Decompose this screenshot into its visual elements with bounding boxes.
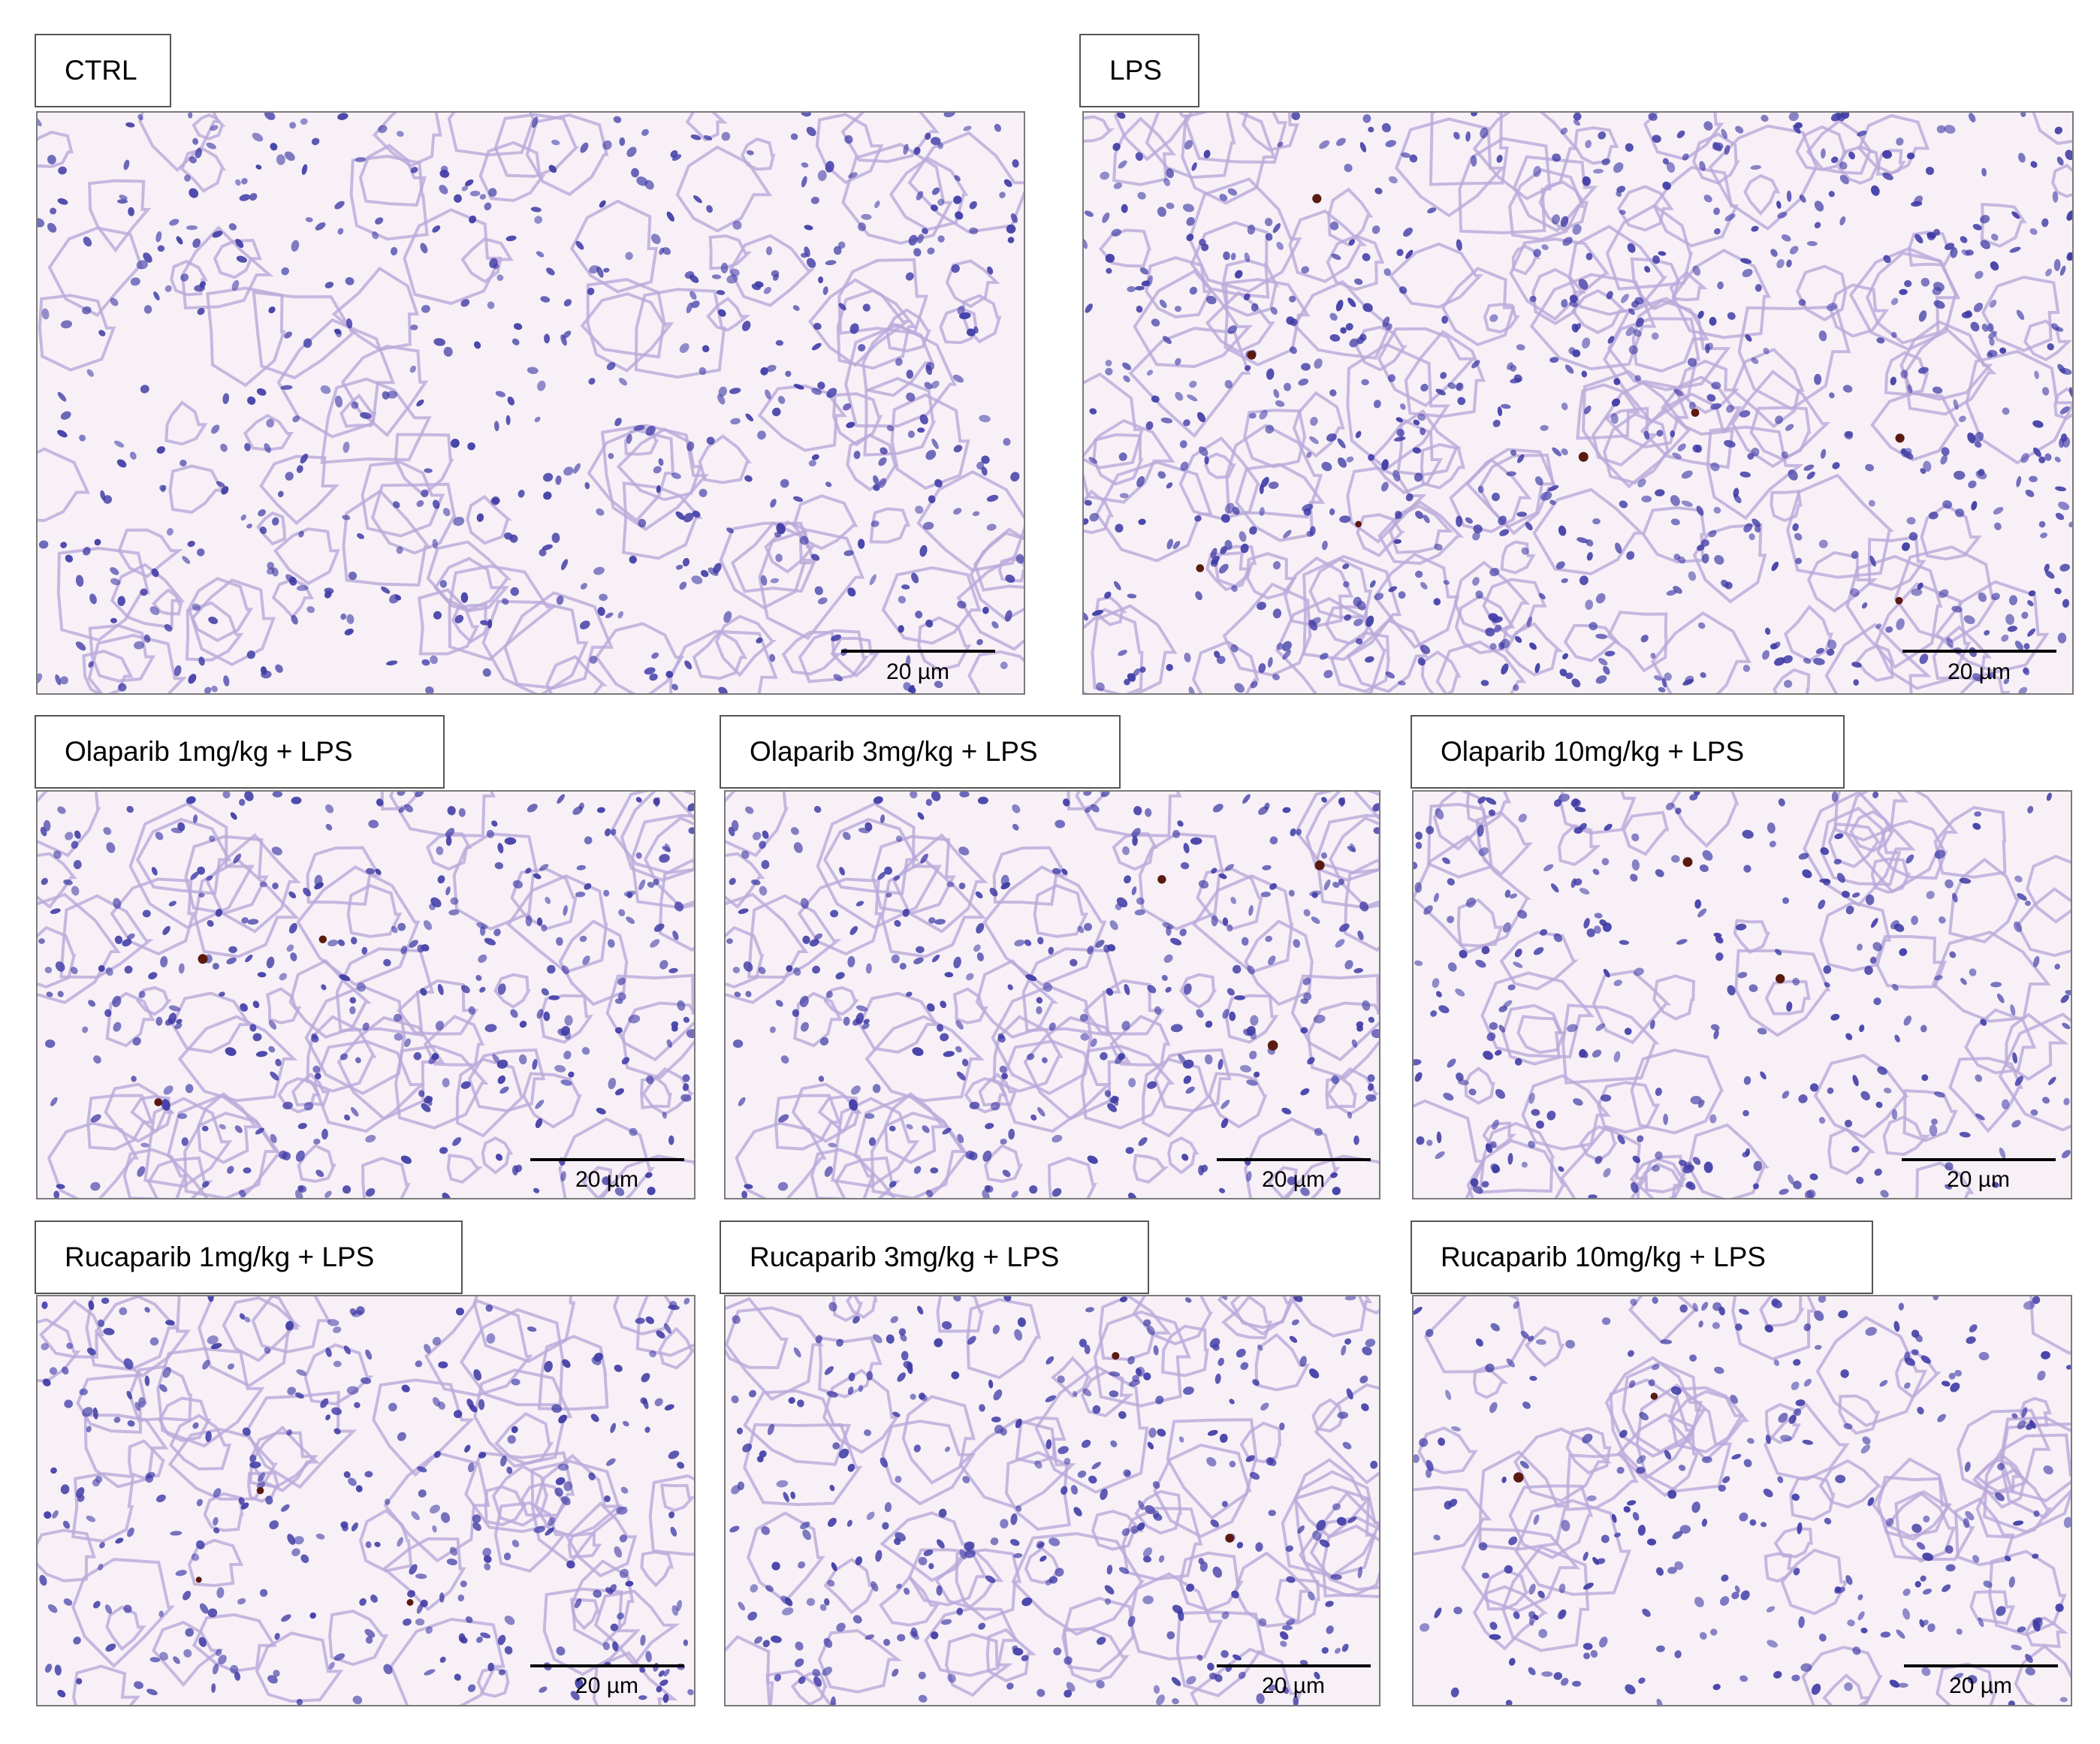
tissue-texture bbox=[1414, 1296, 2071, 1705]
scale-bar bbox=[1902, 1158, 2056, 1161]
panel-label-olaparib-3: Olaparib 3mg/kg + LPS bbox=[720, 715, 1121, 789]
scale-bar bbox=[530, 1158, 684, 1161]
tissue-texture bbox=[38, 792, 694, 1198]
tissue-texture bbox=[1084, 113, 2072, 693]
panel-label-olaparib-10: Olaparib 10mg/kg + LPS bbox=[1411, 715, 1845, 789]
panel-label-rucaparib-10: Rucaparib 10mg/kg + LPS bbox=[1411, 1220, 1873, 1294]
panel-label-rucaparib-1: Rucaparib 1mg/kg + LPS bbox=[35, 1220, 463, 1294]
scale-bar bbox=[1902, 650, 2056, 653]
micrograph-rucaparib-3: 20 µm bbox=[724, 1295, 1380, 1706]
micrograph-olaparib-3: 20 µm bbox=[724, 790, 1380, 1199]
scale-bar-label: 20 µm bbox=[575, 1167, 638, 1192]
scale-bar-label: 20 µm bbox=[1947, 1167, 2010, 1192]
scale-bar bbox=[1217, 1664, 1371, 1667]
panel-label-olaparib-1: Olaparib 1mg/kg + LPS bbox=[35, 715, 445, 789]
scale-bar-label: 20 µm bbox=[886, 659, 949, 684]
micrograph-rucaparib-1: 20 µm bbox=[36, 1295, 695, 1706]
scale-bar bbox=[1904, 1664, 2058, 1667]
scale-bar-label: 20 µm bbox=[575, 1673, 638, 1698]
tissue-texture bbox=[38, 1296, 694, 1705]
scale-bar-label: 20 µm bbox=[1262, 1167, 1325, 1192]
tissue-texture bbox=[726, 1296, 1379, 1705]
panel-label-lps: LPS bbox=[1079, 34, 1199, 107]
micrograph-lps: 20 µm bbox=[1082, 111, 2074, 695]
panel-label-ctrl: CTRL bbox=[35, 34, 171, 107]
micrograph-ctrl: 20 µm bbox=[36, 111, 1025, 695]
scale-bar bbox=[530, 1664, 684, 1667]
scale-bar bbox=[841, 650, 995, 653]
tissue-texture bbox=[726, 792, 1379, 1198]
scale-bar-label: 20 µm bbox=[1948, 659, 2011, 684]
micrograph-rucaparib-10: 20 µm bbox=[1412, 1295, 2072, 1706]
scale-bar-label: 20 µm bbox=[1262, 1673, 1325, 1698]
scale-bar bbox=[1217, 1158, 1371, 1161]
panel-label-rucaparib-3: Rucaparib 3mg/kg + LPS bbox=[720, 1220, 1149, 1294]
scale-bar-label: 20 µm bbox=[1949, 1673, 2012, 1698]
micrograph-olaparib-1: 20 µm bbox=[36, 790, 695, 1199]
micrograph-olaparib-10: 20 µm bbox=[1412, 790, 2072, 1199]
tissue-texture bbox=[38, 113, 1024, 693]
tissue-texture bbox=[1414, 792, 2071, 1198]
